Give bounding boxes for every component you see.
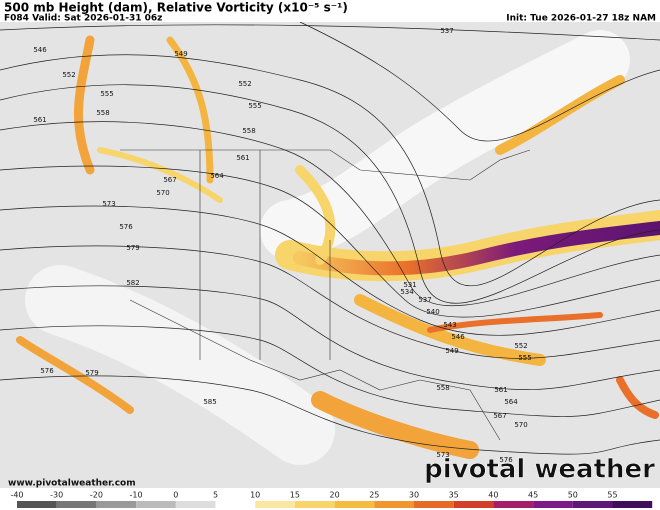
colorbar-tick-label: 40	[488, 491, 498, 500]
colorbar-tick-label: -40	[10, 491, 23, 500]
colorbar-swatch	[136, 501, 176, 508]
contour-label: 555	[248, 102, 261, 110]
colorbar-tick-label: 25	[369, 491, 379, 500]
contour-label: 573	[436, 451, 449, 459]
init-time: Init: Tue 2026-01-27 18z NAM	[506, 14, 656, 24]
colorbar-swatch	[453, 501, 494, 508]
vorticity-shading	[16, 30, 660, 465]
contour-label: 549	[174, 50, 187, 58]
contour-label: 570	[156, 189, 169, 197]
contour-label: 555	[518, 354, 531, 362]
contour-label: 534	[400, 288, 414, 296]
contour-label: 555	[100, 90, 113, 98]
contour-label: 579	[126, 244, 139, 252]
colorbar-swatch	[374, 501, 414, 508]
contour-label: 558	[96, 109, 109, 117]
colorbar-tick-label: -10	[130, 491, 143, 500]
contour-label: 546	[451, 333, 465, 341]
colorbar-tick-label: 45	[528, 491, 538, 500]
contour-label: 552	[238, 80, 251, 88]
contour-label: 537	[440, 27, 453, 35]
brand: pivotal weather	[424, 455, 655, 485]
contour-label: 543	[443, 321, 456, 329]
contour-label: 573	[102, 200, 115, 208]
colorbar-tick-label: 15	[290, 491, 300, 500]
colorbar-tick-label: 20	[330, 491, 340, 500]
contour-label: 576	[499, 456, 513, 464]
contour-label: 549	[445, 347, 458, 355]
colorbar-tick-label: 5	[213, 491, 218, 500]
valid-time: F084 Valid: Sat 2026-01-31 06z	[4, 14, 162, 24]
colorbar-tick-label: 50	[568, 491, 578, 500]
borders	[120, 149, 531, 441]
contour-label: 564	[504, 398, 518, 406]
contour-label: 567	[163, 176, 176, 184]
colorbar-tick-label: 35	[449, 491, 459, 500]
title: 500 mb Height (dam), Relative Vorticity …	[4, 1, 348, 15]
contour-label: 567	[493, 412, 506, 420]
colorbar-tick-label: 55	[607, 491, 617, 500]
contour-label: 570	[514, 421, 527, 429]
contour-label: 585	[203, 398, 216, 406]
colorbar-tick-label: -20	[90, 491, 103, 500]
colorbar-swatch	[56, 501, 97, 508]
contour-label: 540	[426, 308, 439, 316]
colorbar-swatch	[17, 501, 57, 508]
contour-label: 531	[403, 281, 416, 289]
contour-label: 576	[119, 223, 133, 231]
contour-label: 561	[494, 386, 507, 394]
contour-label: 537	[418, 296, 431, 304]
colorbar-swatch	[493, 501, 534, 508]
colorbar-swatch	[215, 501, 256, 508]
contour-label: 582	[126, 279, 139, 287]
contour-label: 558	[436, 384, 449, 392]
colorbar-swatch	[294, 501, 335, 508]
contour-label: 576	[40, 367, 54, 375]
contour-label: 546	[33, 46, 47, 54]
contour-label: 579	[85, 369, 98, 377]
colorbar-swatch	[175, 501, 216, 508]
colorbar-swatch	[334, 501, 375, 508]
colorbar-swatch	[96, 501, 137, 508]
contour-label: 552	[514, 342, 527, 350]
website: www.pivotalweather.com	[8, 479, 136, 489]
colorbar-tick-label: 0	[173, 491, 178, 500]
colorbar-tick-label: -30	[50, 491, 63, 500]
colorbar-swatch	[533, 501, 573, 508]
contour-label: 561	[236, 154, 249, 162]
height-contours	[0, 21, 660, 455]
contour-label: 564	[210, 172, 224, 180]
contour-label: 558	[242, 127, 255, 135]
header-bar	[0, 0, 660, 22]
colorbar-swatch	[414, 501, 454, 508]
colorbar-swatch	[572, 501, 613, 508]
colorbar-swatch	[612, 501, 653, 508]
colorbar-tick-label: 30	[409, 491, 419, 500]
contour-label: 552	[62, 71, 75, 79]
contour-label: 561	[33, 116, 46, 124]
colorbar-tick-label: 10	[250, 491, 260, 500]
colorbar-swatch	[255, 501, 295, 508]
